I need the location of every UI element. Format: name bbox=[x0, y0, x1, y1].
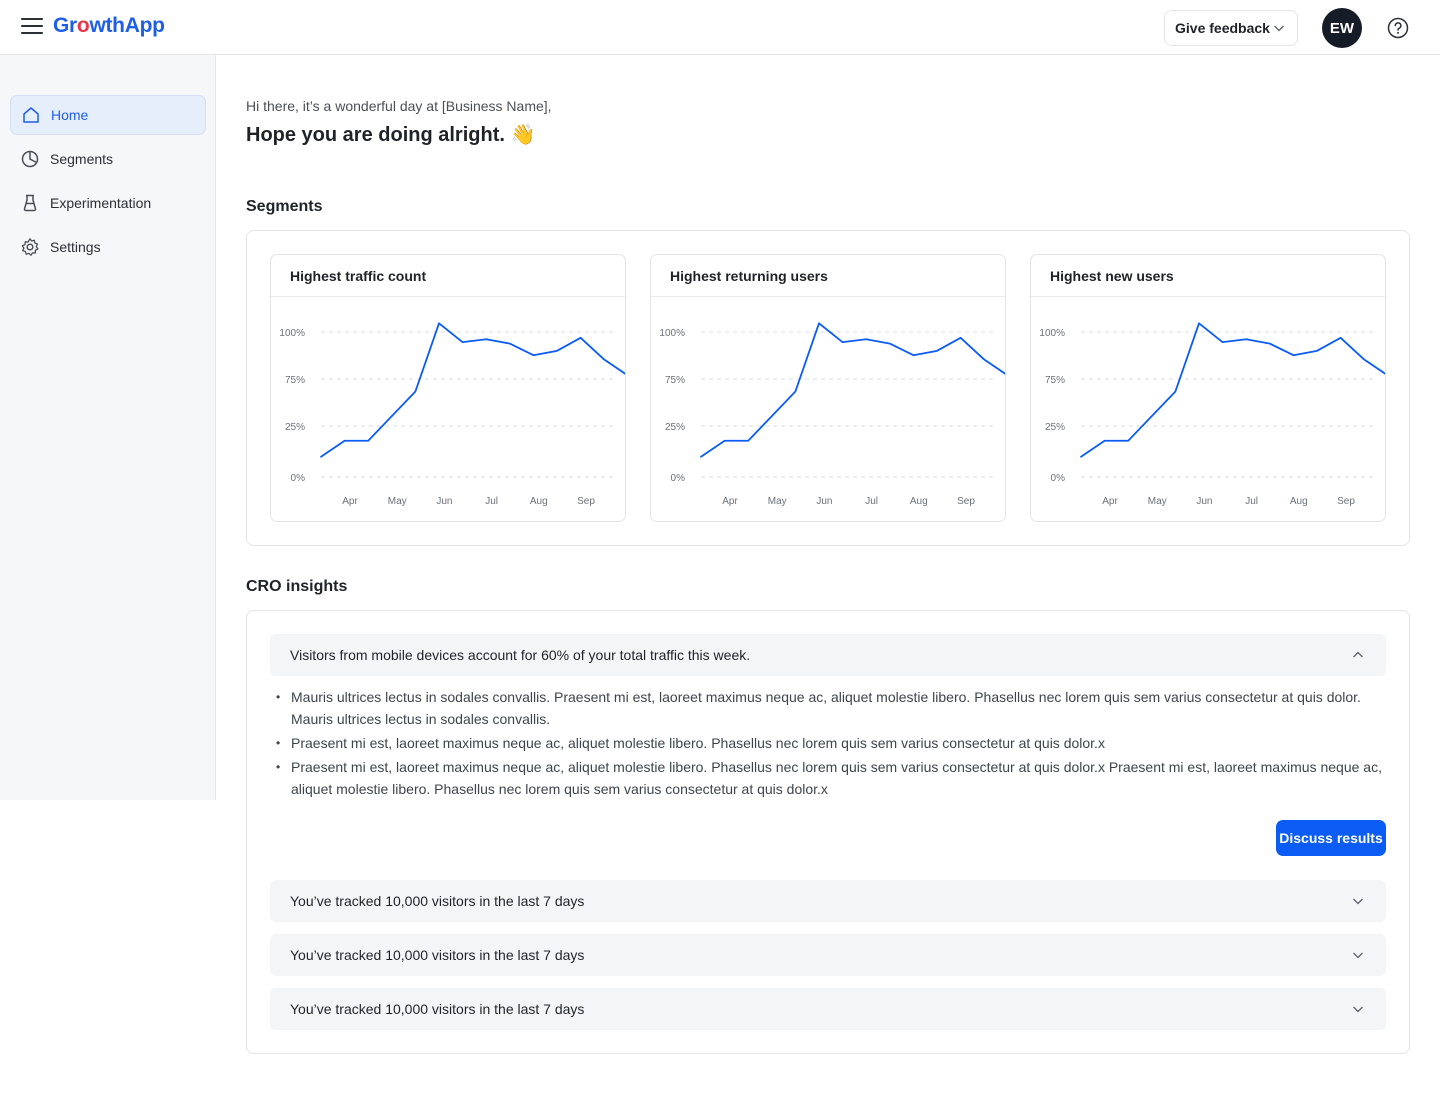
help-icon[interactable] bbox=[1387, 17, 1409, 39]
y-tick-label: 25% bbox=[1045, 422, 1065, 433]
chart-title: Highest traffic count bbox=[271, 255, 625, 297]
x-tick-label: Sep bbox=[577, 496, 595, 507]
y-tick-label: 0% bbox=[1051, 473, 1066, 484]
y-tick-label: 100% bbox=[279, 328, 305, 339]
top-bar: GrowthApp Give feedback EW bbox=[0, 0, 1440, 55]
chart-card-new-users: Highest new users 0% 25% 75% 100% Apr May Jun J… bbox=[1030, 254, 1386, 522]
series-line bbox=[320, 322, 625, 458]
y-tick-label: 0% bbox=[291, 473, 306, 484]
x-tick-label: Jun bbox=[1196, 496, 1212, 507]
chart-card-returning: Highest returning users 0% 25% 75% 100% Apr M… bbox=[650, 254, 1006, 522]
y-tick-label: 75% bbox=[285, 375, 305, 386]
x-tick-label: May bbox=[388, 496, 407, 507]
segments-section-title: Segments bbox=[246, 198, 323, 215]
sidebar-item-segments[interactable]: Segments bbox=[10, 139, 206, 179]
discuss-results-button[interactable]: Discuss results bbox=[1276, 820, 1386, 856]
sidebar-item-label: Home bbox=[51, 107, 89, 123]
x-tick-label: Jul bbox=[485, 496, 498, 507]
x-tick-label: Aug bbox=[530, 496, 548, 507]
x-tick-label: Jun bbox=[436, 496, 452, 507]
series-line bbox=[700, 322, 1005, 458]
x-tick-label: Jul bbox=[865, 496, 878, 507]
insight-title: You’ve tracked 10,000 visitors in the la… bbox=[290, 893, 585, 909]
line-chart: 0% 25% 75% 100% Apr May Jun Jul Aug Sep bbox=[279, 322, 625, 507]
chevron-down-icon bbox=[1353, 898, 1363, 905]
insight-title: Visitors from mobile devices account for… bbox=[290, 647, 751, 663]
y-tick-label: 0% bbox=[671, 473, 686, 484]
cro-panel bbox=[246, 610, 1410, 1054]
chevron-down-icon bbox=[1353, 952, 1363, 959]
give-feedback-dropdown[interactable]: Give feedback bbox=[1164, 10, 1298, 46]
line-chart: 0% 25% 75% 100% Apr May Jun Jul Aug Sep bbox=[1039, 322, 1385, 507]
sidebar-item-label: Experimentation bbox=[50, 195, 152, 211]
y-tick-label: 100% bbox=[1039, 328, 1065, 339]
greeting-subtitle: Hi there, it’s a wonderful day at [Busin… bbox=[246, 98, 552, 114]
series-line bbox=[1080, 322, 1385, 458]
cro-section-title: CRO insights bbox=[246, 578, 348, 595]
y-tick-label: 75% bbox=[665, 375, 685, 386]
insight-accordion[interactable]: You’ve tracked 10,000 visitors in the la… bbox=[270, 988, 1386, 1030]
x-tick-label: Sep bbox=[957, 496, 975, 507]
list-item: Praesent mi est, laoreet maximus neque a… bbox=[276, 756, 1386, 800]
chart-title: Highest returning users bbox=[651, 255, 1005, 297]
give-feedback-label: Give feedback bbox=[1175, 20, 1270, 36]
chevron-down-icon bbox=[1353, 1006, 1363, 1013]
x-tick-label: May bbox=[768, 496, 787, 507]
sidebar-item-label: Segments bbox=[50, 151, 114, 167]
sidebar: Home Segments Experimentation Settings bbox=[0, 55, 216, 800]
x-tick-label: Apr bbox=[1102, 496, 1118, 507]
home-icon bbox=[21, 105, 41, 125]
list-item: Praesent mi est, laoreet maximus neque a… bbox=[276, 732, 1386, 754]
x-tick-label: Apr bbox=[722, 496, 738, 507]
x-tick-label: May bbox=[1148, 496, 1167, 507]
list-item: Mauris ultrices lectus in sodales conval… bbox=[276, 686, 1386, 730]
chevron-down-icon bbox=[1274, 25, 1284, 32]
insight-accordion[interactable]: You’ve tracked 10,000 visitors in the la… bbox=[270, 934, 1386, 976]
segments-panel bbox=[246, 230, 1410, 546]
insight-accordion-expanded[interactable]: Visitors from mobile devices account for… bbox=[270, 634, 1386, 676]
y-tick-label: 75% bbox=[1045, 375, 1065, 386]
chevron-up-icon bbox=[1353, 651, 1363, 658]
chart-card-traffic: Highest traffic count 0% 25% 75% 100% Apr May… bbox=[270, 254, 626, 522]
y-tick-label: 100% bbox=[659, 328, 685, 339]
line-chart: 0% 25% 75% 100% Apr May Jun Jul Aug Sep bbox=[659, 322, 1005, 507]
x-tick-label: Jun bbox=[816, 496, 832, 507]
pie-chart-icon bbox=[20, 149, 40, 169]
y-tick-label: 25% bbox=[285, 422, 305, 433]
sidebar-item-home[interactable]: Home bbox=[10, 95, 206, 135]
sidebar-item-label: Settings bbox=[50, 239, 101, 255]
insight-title: You’ve tracked 10,000 visitors in the la… bbox=[290, 947, 585, 963]
sidebar-item-experimentation[interactable]: Experimentation bbox=[10, 183, 206, 223]
x-tick-label: Aug bbox=[1290, 496, 1308, 507]
menu-icon[interactable] bbox=[21, 18, 43, 36]
x-tick-label: Jul bbox=[1245, 496, 1258, 507]
chart-title: Highest new users bbox=[1031, 255, 1385, 297]
insight-accordion[interactable]: You’ve tracked 10,000 visitors in the la… bbox=[270, 880, 1386, 922]
app-logo[interactable]: GrowthApp bbox=[53, 14, 165, 37]
greeting-title: Hope you are doing alright. 👋 bbox=[246, 124, 536, 146]
flask-icon bbox=[20, 193, 40, 213]
y-tick-label: 25% bbox=[665, 422, 685, 433]
insight-bullets: Mauris ultrices lectus in sodales conval… bbox=[276, 686, 1386, 802]
sidebar-item-settings[interactable]: Settings bbox=[10, 227, 206, 267]
avatar[interactable]: EW bbox=[1322, 8, 1362, 48]
gear-icon bbox=[20, 237, 40, 257]
x-tick-label: Aug bbox=[910, 496, 928, 507]
insight-title: You’ve tracked 10,000 visitors in the la… bbox=[290, 1001, 585, 1017]
x-tick-label: Apr bbox=[342, 496, 358, 507]
x-tick-label: Sep bbox=[1337, 496, 1355, 507]
